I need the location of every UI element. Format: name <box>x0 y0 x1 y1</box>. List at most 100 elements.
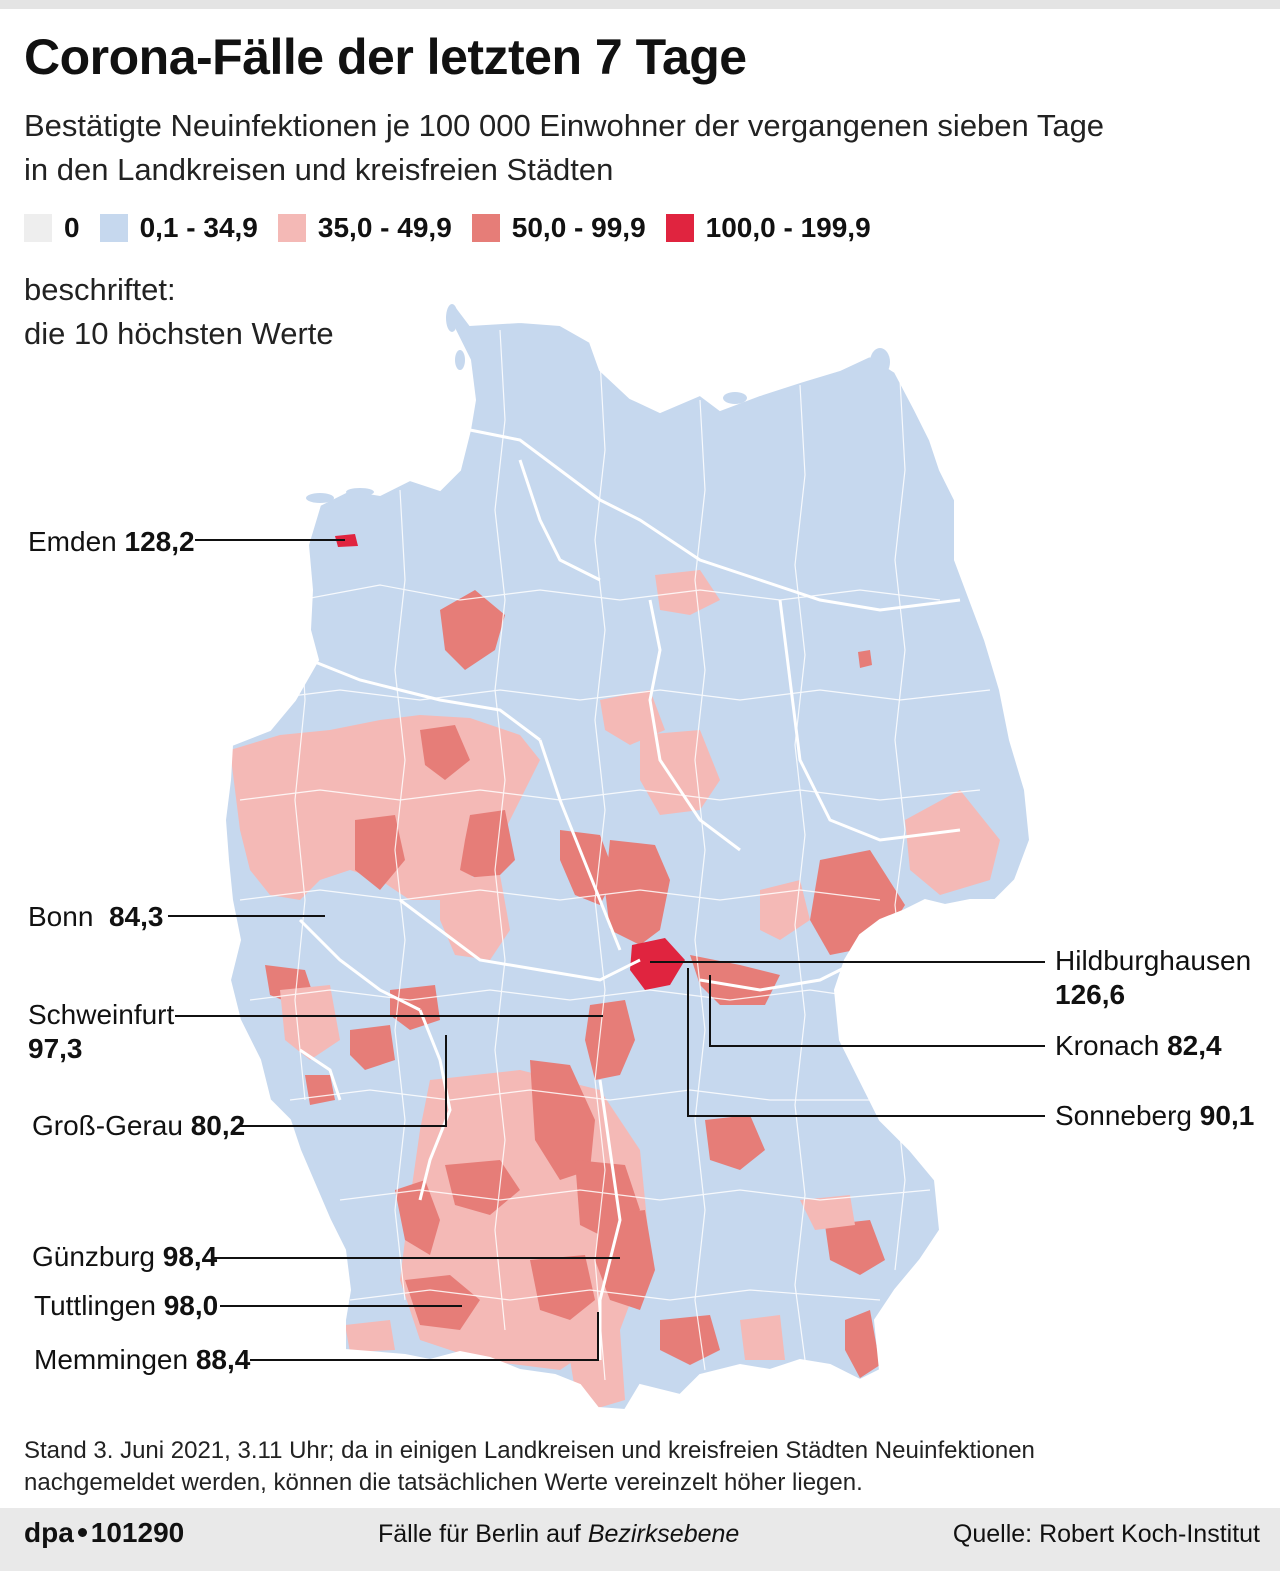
berlin-note-text: Fälle für Berlin auf <box>378 1520 588 1548</box>
callout-sonneberg: Sonneberg 90,1 <box>1055 1099 1254 1133</box>
callout-guenzburg: Günzburg 98,4 <box>32 1240 217 1274</box>
callout-name: Tuttlingen <box>34 1290 156 1321</box>
region-emden <box>335 534 358 547</box>
region-oberbayern-dark <box>660 1315 720 1365</box>
legend-label: 0,1 - 34,9 <box>139 212 258 243</box>
region-muenster-dark <box>440 590 505 670</box>
source-note: Stand 3. Juni 2021, 3.11 Uhr; da in eini… <box>24 1435 1264 1499</box>
callout-schweinfurt: Schweinfurt 97,3 <box>28 998 174 1066</box>
region-allgaeu-light <box>565 1330 625 1408</box>
legend-swatch <box>665 214 694 242</box>
region-hessen-light <box>440 875 510 960</box>
leader-line-memmingen <box>250 1312 599 1361</box>
legend-swatch <box>24 214 52 242</box>
legend: 0 0,1 - 34,9 35,0 - 49,9 50,0 - 99,9 100… <box>24 208 891 248</box>
subtitle-line-1: Bestätigte Neuinfektionen je 100 000 Ein… <box>24 108 1105 143</box>
berlin-note-italic: Bezirksebene <box>587 1520 740 1548</box>
callout-value: 90,1 <box>1199 1100 1255 1131</box>
callout-gross-gerau: Groß-Gerau 80,2 <box>32 1109 245 1143</box>
legend-item-low: 0,1 - 34,9 <box>99 212 258 244</box>
legend-swatch <box>471 214 500 242</box>
callout-value: 98,0 <box>163 1290 219 1321</box>
callout-emden: Emden 128,2 <box>28 525 195 559</box>
region-tuttlingen-dark <box>405 1275 480 1330</box>
legend-swatch <box>277 214 306 242</box>
legend-item-high: 50,0 - 99,9 <box>471 212 646 244</box>
region-heilbronn-dark <box>530 1060 595 1180</box>
region-oberbayern-light <box>740 1315 785 1360</box>
region-ulm-dark <box>530 1255 595 1320</box>
callout-name: Emden <box>28 526 117 557</box>
region-regensburg-dark <box>705 1115 765 1170</box>
callout-name: Bonn <box>28 901 94 932</box>
label-note-line-1: beschriftet: <box>24 272 176 307</box>
source-note-line-1: Stand 3. Juni 2021, 3.11 Uhr; da in eini… <box>24 1437 1035 1464</box>
region-saar-dark <box>305 1075 335 1105</box>
graphic-id: 101290 <box>90 1517 185 1548</box>
region-bodensee-light <box>345 1320 395 1352</box>
callout-name: Günzburg <box>32 1241 155 1272</box>
legend-item-medium: 35,0 - 49,9 <box>277 212 452 244</box>
label-note-line-2: die 10 höchsten Werte <box>24 316 334 351</box>
legend-label: 0 <box>64 212 80 243</box>
region-oberfranken-dark <box>690 955 780 1005</box>
region-berchtesgaden-dark <box>845 1310 880 1378</box>
region-guenzburg-dark <box>595 1210 655 1310</box>
legend-swatch <box>99 214 128 242</box>
region-erfurt-dark <box>605 840 670 945</box>
callout-name: Hildburghausen <box>1055 945 1252 976</box>
leader-line-gross-gerau <box>240 1035 447 1127</box>
legend-label: 100,0 - 199,9 <box>705 212 871 243</box>
region-kassel-dark <box>460 810 515 885</box>
callout-memmingen: Memmingen 88,4 <box>34 1343 250 1377</box>
region-north-east-light <box>655 570 720 615</box>
callout-tuttlingen: Tuttlingen 98,0 <box>34 1289 218 1323</box>
callout-value: 97,3 <box>28 1033 83 1064</box>
callout-name: Kronach <box>1055 1030 1160 1061</box>
leader-line-sonneberg <box>687 968 1045 1117</box>
region-hildburghausen <box>630 938 685 990</box>
leader-line-kronach <box>709 975 1045 1047</box>
legend-label: 35,0 - 49,9 <box>317 212 452 243</box>
subtitle-line-2: in den Landkreisen und kreisfreien Städt… <box>24 152 614 187</box>
callout-value: 82,4 <box>1167 1030 1222 1061</box>
region-east-bavaria-light <box>800 1195 855 1230</box>
legend-label: 50,0 - 99,9 <box>511 212 646 243</box>
source-note-line-2: nachgemeldet werden, können die tatsächl… <box>24 1469 863 1496</box>
callout-value: 80,2 <box>190 1110 246 1141</box>
source-credit: Quelle: Robert Koch-Institut <box>952 1520 1260 1548</box>
agency-name: dpa <box>24 1517 74 1548</box>
berlin-note: Fälle für Berlin auf Bezirksebene <box>378 1520 739 1549</box>
footer-bar <box>0 1508 1280 1571</box>
callout-value: 128,2 <box>124 526 195 557</box>
region-karlsruhe-dark <box>395 1180 440 1255</box>
region-koeln-dark <box>355 815 405 890</box>
callout-value: 88,4 <box>195 1344 251 1375</box>
region-harz-light <box>600 690 665 745</box>
legend-item-very-high: 100,0 - 199,9 <box>665 212 871 244</box>
region-mainz-dark <box>350 1025 395 1070</box>
callout-name: Schweinfurt <box>28 999 175 1030</box>
region-ruhr-dark <box>420 725 470 780</box>
callout-bonn: Bonn 84,3 <box>28 900 163 934</box>
callout-hildburghausen: Hildburghausen 126,6 <box>1055 944 1251 1012</box>
callout-name: Memmingen <box>34 1344 189 1375</box>
callout-name: Sonneberg <box>1055 1100 1193 1131</box>
callout-value: 84,3 <box>108 901 164 932</box>
callout-value: 98,4 <box>162 1241 218 1272</box>
region-berlin-dist <box>858 650 872 668</box>
subtitle: Bestätigte Neuinfektionen je 100 000 Ein… <box>24 104 1254 192</box>
top-bar <box>0 0 1280 9</box>
region-passau-dark <box>825 1220 885 1275</box>
region-saxony-light <box>905 790 1000 895</box>
islands <box>306 304 890 523</box>
bullet-icon <box>77 1528 87 1538</box>
label-note: beschriftet: die 10 höchsten Werte <box>24 268 334 356</box>
region-vogtland-light <box>760 880 810 940</box>
leader-lines <box>168 539 1045 1361</box>
state-borders <box>298 428 961 1360</box>
callout-value: 126,6 <box>1055 979 1126 1010</box>
legend-item-zero: 0 <box>24 212 80 244</box>
callout-kronach: Kronach 82,4 <box>1055 1029 1222 1063</box>
